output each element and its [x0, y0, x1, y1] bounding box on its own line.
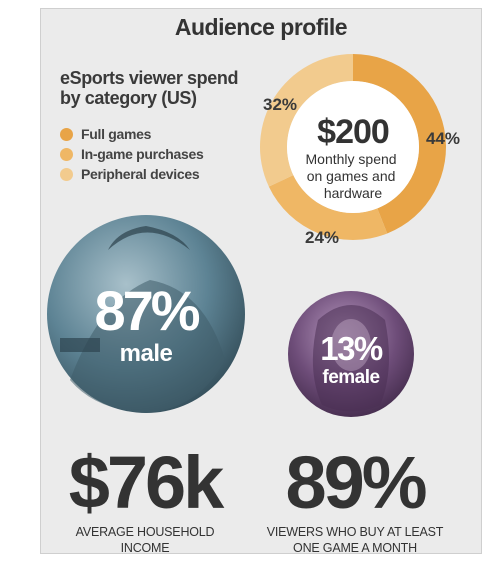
male-portrait-image: [47, 215, 245, 413]
slice-label-full-games: 44%: [426, 129, 460, 148]
donut-center-hole: [287, 81, 419, 213]
legend-label: Peripheral devices: [81, 166, 200, 182]
purchase-stat-value: 89%: [285, 441, 427, 524]
male-label: male: [120, 340, 173, 367]
income-stat-label-line: INCOME: [120, 541, 170, 555]
chart-title-line: by category (US): [60, 88, 197, 108]
page-title: Audience profile: [174, 14, 348, 40]
donut-slice-peripheral-devices: [259, 54, 353, 187]
donut-center-caption: Monthly spend on games and hardware: [306, 151, 401, 201]
donut-slice-full-games: [353, 54, 446, 234]
female-label: female: [322, 367, 379, 388]
legend-item: Peripheral devices: [60, 164, 204, 184]
donut-slice-in-game-purchases: [268, 175, 388, 241]
legend-swatch: [60, 168, 73, 181]
slice-label-in-game-purchases: 24%: [305, 228, 339, 247]
purchase-stat: 89% VIEWERS WHO BUY AT LEAST ONE GAME A …: [250, 442, 460, 556]
legend-swatch: [60, 128, 73, 141]
income-stat-value: $76k: [68, 441, 225, 524]
legend-label: In-game purchases: [81, 146, 204, 162]
donut-caption-line: hardware: [324, 185, 383, 201]
donut-caption-line: Monthly spend: [306, 151, 397, 167]
chart-title-line: eSports viewer spend: [60, 68, 239, 88]
male-percent: 87%: [94, 279, 199, 342]
purchase-stat-label-line: VIEWERS WHO BUY AT LEAST: [266, 525, 444, 539]
income-stat: $76k AVERAGE HOUSEHOLD INCOME: [50, 442, 240, 556]
chart-title: eSports viewer spend by category (US): [60, 68, 270, 108]
chart-legend: Full games In-game purchases Peripheral …: [60, 124, 204, 184]
legend-item: Full games: [60, 124, 204, 144]
legend-item: In-game purchases: [60, 144, 204, 164]
female-percent: 13%: [320, 330, 383, 367]
legend-label: Full games: [81, 126, 152, 142]
slice-label-peripheral-devices: 32%: [263, 95, 297, 114]
donut-caption-line: on games and: [307, 168, 396, 184]
spend-donut-chart: [259, 54, 446, 241]
female-portrait-image: [288, 291, 414, 417]
income-stat-label-line: AVERAGE HOUSEHOLD: [75, 525, 215, 539]
purchase-stat-label-line: ONE GAME A MONTH: [293, 541, 417, 555]
donut-center-value: $200: [317, 113, 389, 151]
legend-swatch: [60, 148, 73, 161]
